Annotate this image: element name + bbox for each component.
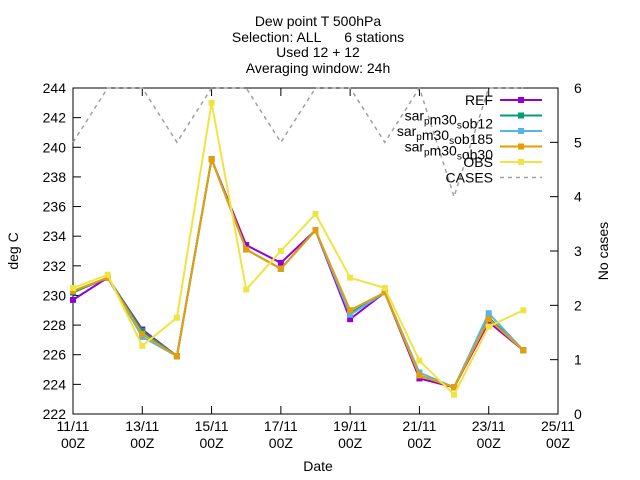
legend-label: sarpm30sob30	[405, 139, 494, 163]
y-tick-label: 234	[43, 228, 67, 244]
point	[520, 307, 527, 314]
y2-tick-label: 4	[574, 189, 582, 205]
y2-tick-label: 2	[574, 297, 582, 313]
y-tick-label: 226	[43, 347, 67, 363]
x-tick-label: 25/11 00Z	[541, 418, 575, 451]
point	[347, 316, 354, 323]
point	[347, 274, 354, 281]
legend-label: OBS	[463, 154, 493, 170]
point	[485, 316, 492, 323]
point	[104, 271, 111, 278]
point	[485, 310, 492, 317]
y-tick-label: 240	[43, 139, 67, 155]
point	[139, 330, 146, 337]
legend-label: sarpm30sob185	[397, 123, 493, 147]
y-tick-label: 242	[43, 110, 67, 126]
y2-tick-label: 1	[574, 352, 582, 368]
y-tick-label: 228	[43, 317, 67, 333]
point	[416, 372, 423, 379]
legend-label: REF	[465, 92, 493, 108]
series-line	[72, 155, 525, 389]
legend-label: sarpm30sob12	[405, 108, 494, 132]
y2-tick-label: 0	[574, 406, 582, 422]
chart-title: Selection: ALL 6 stations	[232, 29, 404, 45]
legend-marker	[518, 159, 524, 165]
x-tick-label: 15/11 00Z	[195, 418, 229, 451]
plot-frame	[72, 87, 559, 415]
point	[70, 296, 76, 303]
point	[277, 265, 284, 272]
point	[243, 286, 250, 293]
point	[208, 156, 215, 163]
legend-marker	[518, 143, 524, 150]
point	[243, 246, 250, 253]
y-tick-label: 236	[43, 199, 67, 215]
y2-tick-label: 5	[574, 134, 582, 150]
point	[208, 99, 215, 106]
y-tick-label: 232	[43, 258, 67, 274]
legend-marker	[518, 112, 524, 119]
y2-tick-label: 6	[574, 80, 582, 96]
point	[312, 227, 319, 234]
x-tick-label: 13/11 00Z	[125, 418, 159, 451]
y-tick-label: 222	[43, 406, 67, 422]
point	[520, 347, 527, 354]
legend-marker	[518, 97, 524, 103]
point	[381, 285, 388, 292]
point	[139, 342, 146, 349]
point	[173, 353, 180, 360]
point	[312, 210, 319, 217]
point	[451, 384, 458, 391]
legend-marker	[518, 128, 524, 134]
x-tick-label: 11/11 00Z	[57, 418, 90, 451]
chart-title: Dew point T 500hPa	[255, 13, 382, 29]
y-tick-label: 238	[43, 169, 67, 185]
x-tick-label: 19/11 00Z	[333, 418, 367, 451]
y-tick-label: 224	[43, 376, 67, 392]
series-line	[72, 102, 524, 397]
y-tick-label: 244	[43, 80, 67, 96]
x-tick-label: 21/11 00Z	[402, 418, 436, 451]
point	[485, 323, 492, 330]
point	[347, 311, 354, 318]
y2-axis-label: No cases	[595, 222, 611, 280]
point	[277, 248, 284, 254]
chart-title: Averaging window: 24h	[246, 60, 391, 76]
series-line	[72, 86, 524, 200]
y2-tick-label: 3	[574, 243, 582, 259]
point	[416, 357, 423, 364]
point	[451, 391, 458, 398]
point	[173, 314, 180, 321]
point	[277, 259, 284, 266]
x-tick-label: 17/11 00Z	[264, 418, 298, 451]
point	[70, 285, 76, 292]
point	[347, 307, 354, 314]
y-tick-label: 230	[43, 287, 67, 303]
point	[381, 289, 388, 296]
point	[243, 242, 250, 249]
legend-label: CASES	[446, 170, 493, 186]
chart-title: Used 12 + 12	[276, 44, 360, 60]
x-axis-label: Date	[303, 458, 333, 474]
x-tick-label: 23/11 00Z	[472, 418, 506, 451]
y-axis-label: deg C	[5, 232, 21, 269]
